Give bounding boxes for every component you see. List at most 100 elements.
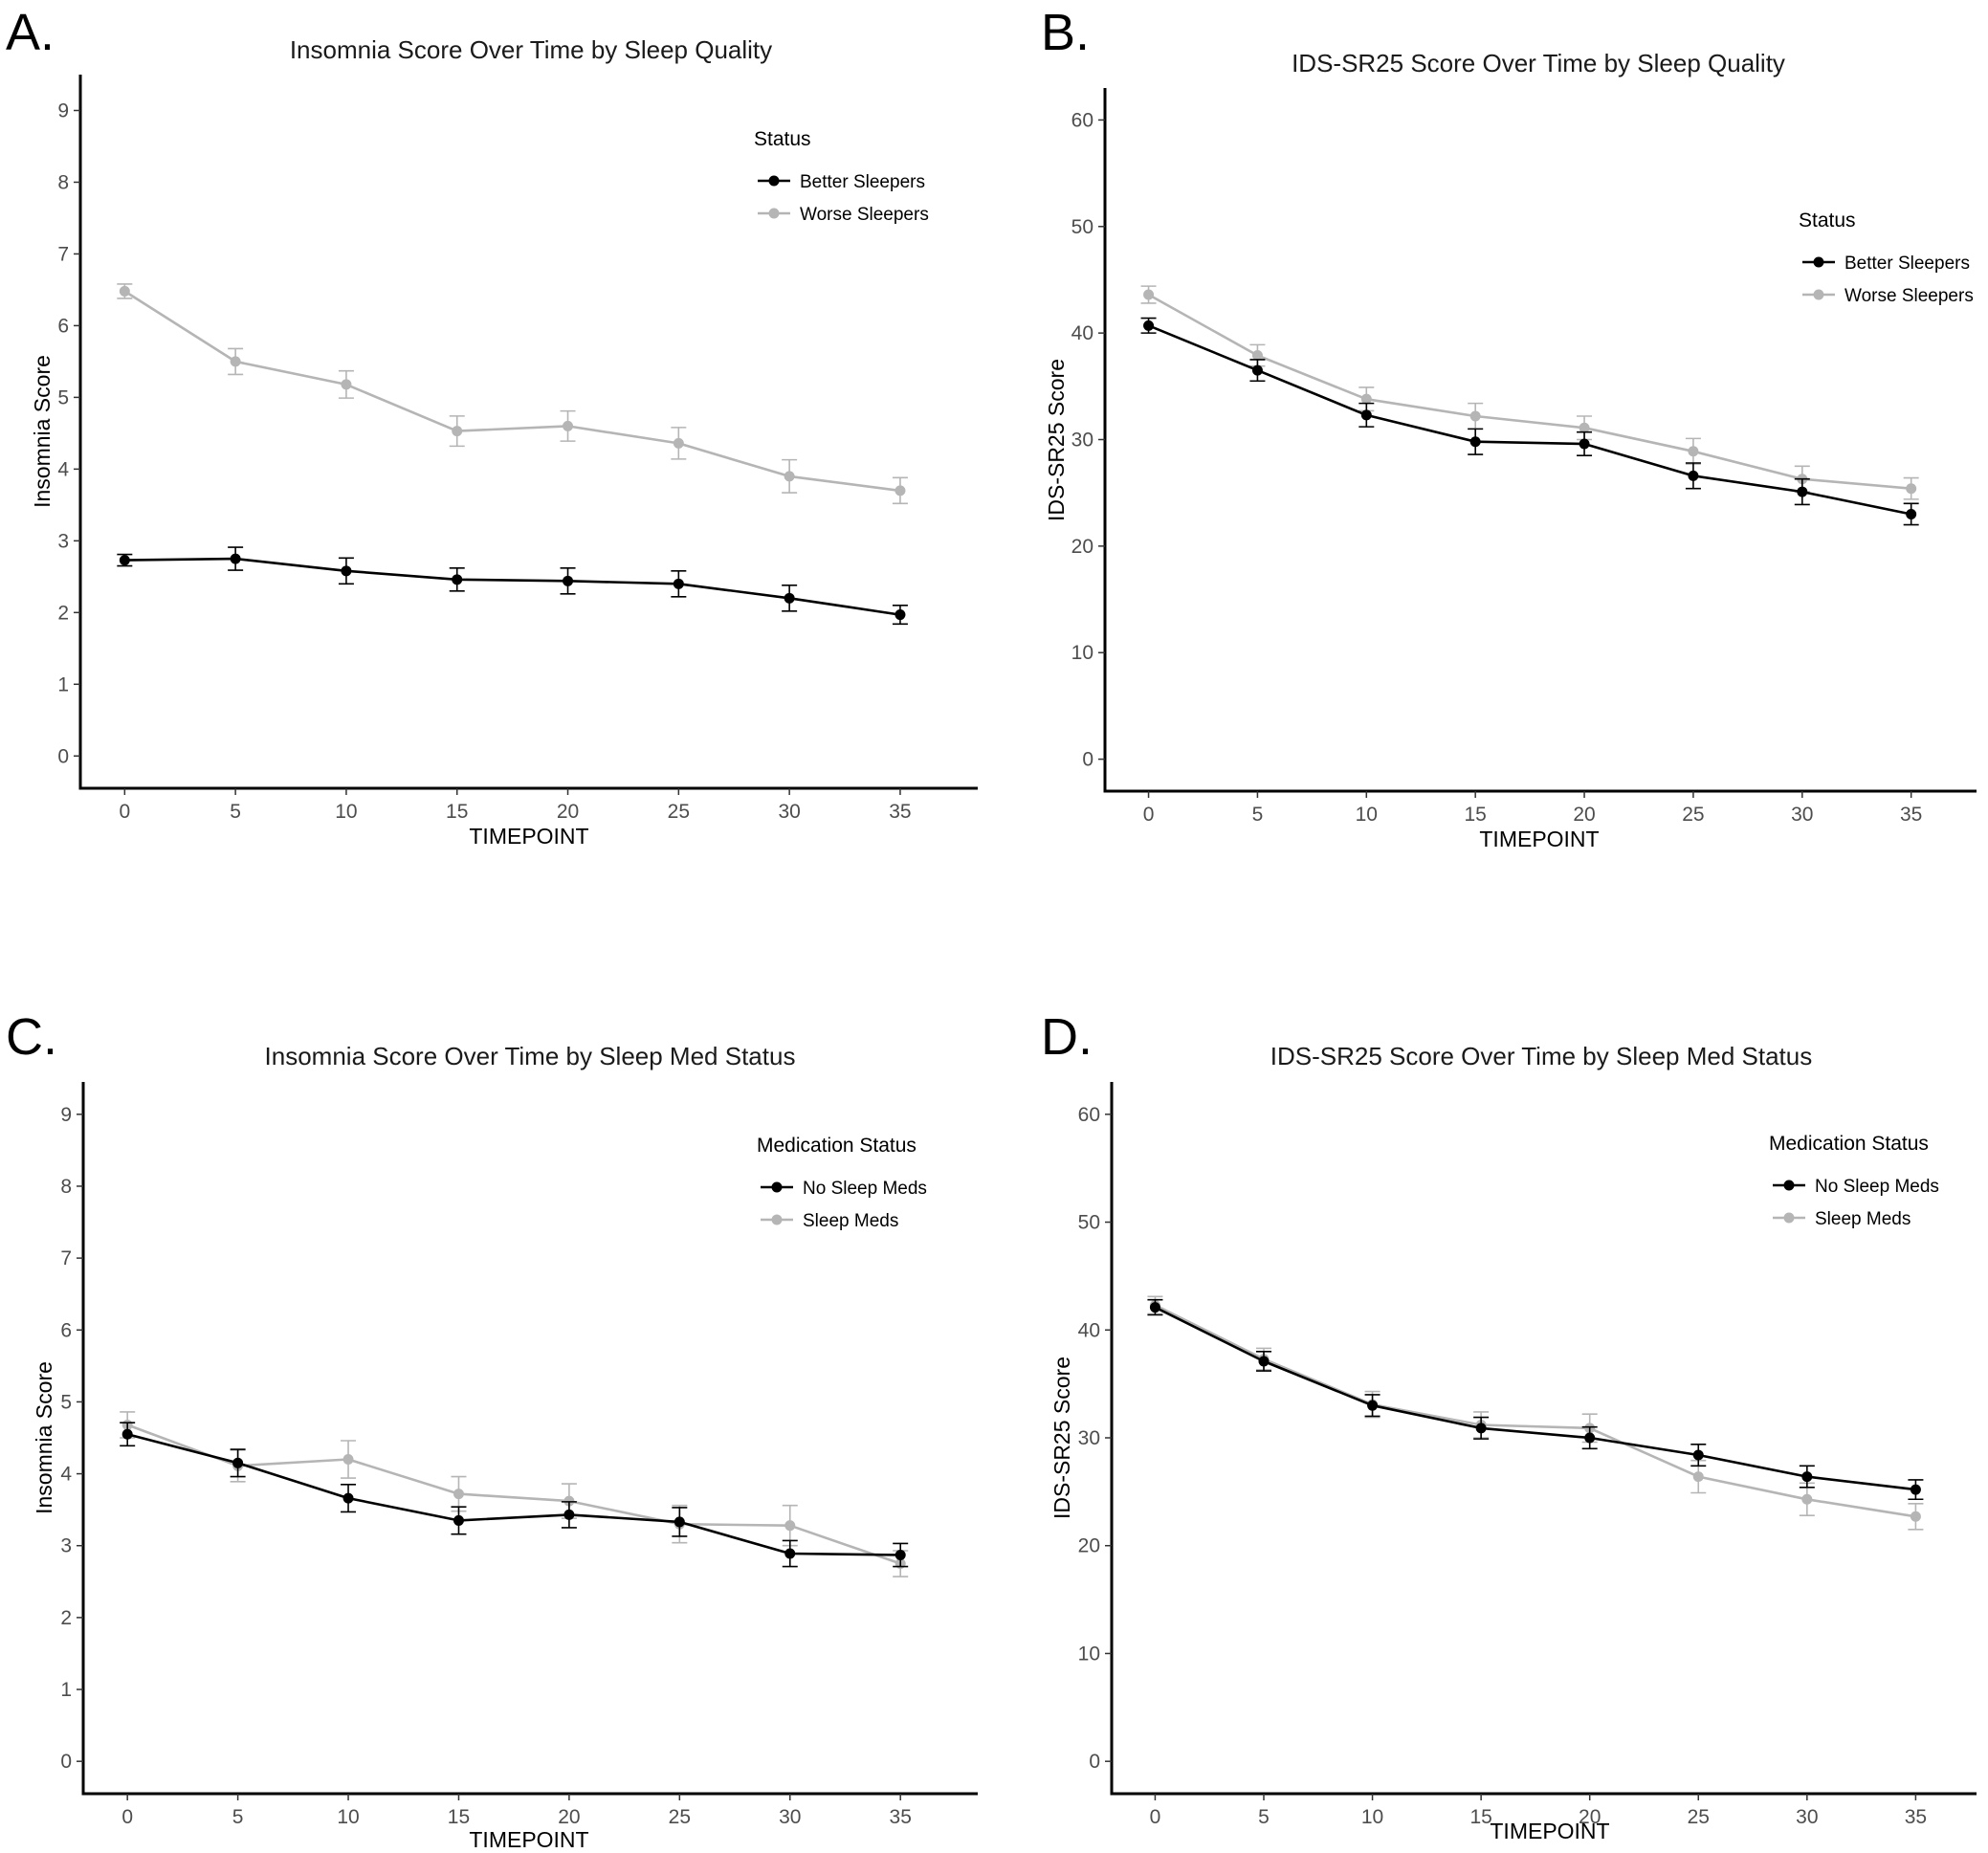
data-point <box>784 1548 796 1559</box>
x-tick-label: 0 <box>121 1806 133 1828</box>
y-tick-label: 8 <box>60 1176 72 1198</box>
y-tick-label: 3 <box>60 1535 72 1557</box>
legend-entry: No Sleep Meds <box>761 1179 927 1199</box>
series-sleep-meds <box>1147 1295 1924 1531</box>
x-tick-label: 30 <box>1796 1806 1818 1828</box>
y-tick-label: 10 <box>1078 1643 1100 1665</box>
x-tick-label: 5 <box>1252 804 1264 826</box>
legend: Medication Status No Sleep Meds Sleep Meds <box>1769 1133 1939 1229</box>
legend-key-point <box>1813 256 1824 268</box>
chart-panel-3: C. Insomnia Score Over Time by Sleep Med … <box>6 1008 978 1852</box>
data-point <box>453 1514 464 1526</box>
x-tick-label: 15 <box>1469 1806 1491 1828</box>
data-point <box>1251 350 1263 362</box>
panel-letter: A. <box>6 4 55 61</box>
y-tick-label: 0 <box>57 745 69 767</box>
chart-title: IDS-SR25 Score Over Time by Sleep Qualit… <box>1292 49 1785 77</box>
chart-panel-1: A. Insomnia Score Over Time by Sleep Qual… <box>6 4 978 849</box>
data-point <box>674 1516 685 1528</box>
data-point <box>1692 1471 1704 1483</box>
y-tick-label: 40 <box>1078 1319 1100 1341</box>
x-tick-label: 25 <box>1688 1806 1710 1828</box>
x-axis-title: TIMEPOINT <box>1479 827 1599 851</box>
legend-label: Sleep Meds <box>803 1211 898 1231</box>
y-tick-label: 20 <box>1078 1535 1100 1557</box>
y-tick-label: 2 <box>57 602 69 624</box>
y-tick-label: 0 <box>60 1751 72 1773</box>
data-point <box>119 555 130 566</box>
legend-entry: Worse Sleepers <box>1802 286 1974 306</box>
y-tick-label: 7 <box>60 1247 72 1269</box>
x-tick-label: 10 <box>337 1806 359 1828</box>
x-tick-label: 10 <box>335 801 357 823</box>
data-point <box>1258 1356 1270 1367</box>
series-line <box>126 1432 901 1556</box>
y-tick-label: 50 <box>1071 216 1093 238</box>
legend-label: Sleep Meds <box>1815 1209 1911 1229</box>
legend-label: No Sleep Meds <box>1815 1177 1939 1197</box>
y-tick-label: 3 <box>57 530 69 552</box>
chart-title: Insomnia Score Over Time by Sleep Med St… <box>265 1042 796 1070</box>
y-tick-label: 1 <box>60 1679 72 1701</box>
legend-title: Medication Status <box>1769 1133 1929 1155</box>
y-tick-label: 60 <box>1071 109 1093 131</box>
y-tick-label: 5 <box>57 386 69 408</box>
data-point <box>784 471 795 482</box>
y-axis-title: IDS-SR25 Score <box>1044 359 1069 521</box>
legend-label: Worse Sleepers <box>1844 286 1974 306</box>
legend-key-point <box>771 1214 783 1225</box>
legend-entry: Sleep Meds <box>1773 1209 1911 1229</box>
y-tick-label: 30 <box>1071 430 1093 452</box>
y-tick-label: 60 <box>1078 1104 1100 1126</box>
x-tick-label: 30 <box>1791 804 1813 826</box>
data-point <box>1910 1484 1921 1495</box>
y-tick-label: 9 <box>57 99 69 121</box>
data-point <box>673 437 684 449</box>
series-line <box>1148 324 1911 516</box>
series-line <box>124 557 901 616</box>
x-tick-label: 15 <box>446 801 468 823</box>
legend-label: No Sleep Meds <box>803 1179 927 1199</box>
series-better-sleepers <box>117 546 908 626</box>
chart-title: Insomnia Score Over Time by Sleep Qualit… <box>290 35 772 64</box>
series-line <box>123 290 901 493</box>
data-point <box>673 578 684 589</box>
data-point <box>1143 320 1155 331</box>
legend-title: Status <box>754 128 811 150</box>
y-tick-label: 20 <box>1071 536 1093 558</box>
legend-entry: Sleep Meds <box>761 1211 898 1231</box>
data-point <box>895 1549 906 1560</box>
x-tick-label: 30 <box>778 801 800 823</box>
data-point <box>232 1457 244 1468</box>
y-tick-label: 50 <box>1078 1212 1100 1234</box>
y-tick-label: 4 <box>60 1464 72 1486</box>
x-tick-label: 35 <box>889 801 911 823</box>
y-tick-label: 10 <box>1071 642 1093 664</box>
x-tick-label: 0 <box>1143 804 1155 826</box>
data-point <box>1475 1423 1487 1434</box>
data-point <box>230 553 241 564</box>
data-point <box>1910 1511 1921 1522</box>
data-point <box>121 1428 133 1440</box>
data-point <box>1801 1493 1813 1505</box>
x-axis-title: TIMEPOINT <box>469 824 588 849</box>
series-no-sleep-meds <box>120 1422 909 1568</box>
data-point <box>1688 446 1699 457</box>
data-point <box>1584 1432 1596 1444</box>
y-tick-label: 8 <box>57 171 69 193</box>
data-point <box>784 1520 796 1532</box>
legend: Status Better Sleepers Worse Sleepers <box>754 128 929 225</box>
panel-letter: C. <box>6 1008 57 1066</box>
y-axis-title: Insomnia Score <box>32 1361 56 1514</box>
x-tick-label: 5 <box>230 801 241 823</box>
x-tick-label: 15 <box>448 1806 470 1828</box>
chart-title: IDS-SR25 Score Over Time by Sleep Med St… <box>1270 1042 1812 1070</box>
data-point <box>1360 409 1372 421</box>
legend-title: Medication Status <box>757 1135 917 1157</box>
data-point <box>563 420 574 431</box>
x-tick-label: 15 <box>1464 804 1486 826</box>
y-tick-label: 7 <box>57 243 69 265</box>
y-tick-label: 4 <box>57 458 69 480</box>
data-point <box>563 1509 575 1520</box>
data-point <box>1797 486 1808 497</box>
